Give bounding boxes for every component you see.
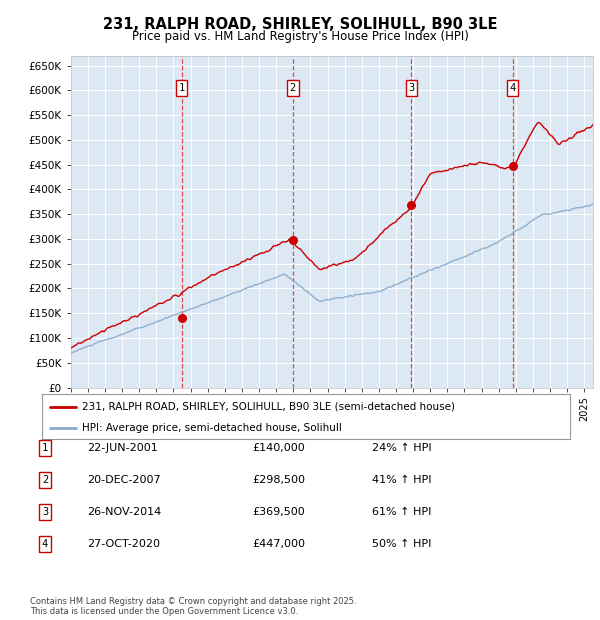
Text: HPI: Average price, semi-detached house, Solihull: HPI: Average price, semi-detached house,…	[82, 423, 341, 433]
Text: £140,000: £140,000	[252, 443, 305, 453]
Text: 2: 2	[42, 475, 48, 485]
Text: £447,000: £447,000	[252, 539, 305, 549]
Text: £369,500: £369,500	[252, 507, 305, 517]
Text: 231, RALPH ROAD, SHIRLEY, SOLIHULL, B90 3LE (semi-detached house): 231, RALPH ROAD, SHIRLEY, SOLIHULL, B90 …	[82, 402, 455, 412]
Text: 61% ↑ HPI: 61% ↑ HPI	[372, 507, 431, 517]
Text: 41% ↑ HPI: 41% ↑ HPI	[372, 475, 431, 485]
Text: 2: 2	[290, 83, 296, 93]
Text: 1: 1	[178, 83, 185, 93]
Text: Contains HM Land Registry data © Crown copyright and database right 2025.: Contains HM Land Registry data © Crown c…	[30, 597, 356, 606]
Text: £298,500: £298,500	[252, 475, 305, 485]
Text: 20-DEC-2007: 20-DEC-2007	[87, 475, 161, 485]
Text: 50% ↑ HPI: 50% ↑ HPI	[372, 539, 431, 549]
Text: 27-OCT-2020: 27-OCT-2020	[87, 539, 160, 549]
Text: 231, RALPH ROAD, SHIRLEY, SOLIHULL, B90 3LE: 231, RALPH ROAD, SHIRLEY, SOLIHULL, B90 …	[103, 17, 497, 32]
Text: 1: 1	[42, 443, 48, 453]
Text: 22-JUN-2001: 22-JUN-2001	[87, 443, 158, 453]
Text: 24% ↑ HPI: 24% ↑ HPI	[372, 443, 431, 453]
Text: 4: 4	[42, 539, 48, 549]
Text: 4: 4	[509, 83, 516, 93]
Text: This data is licensed under the Open Government Licence v3.0.: This data is licensed under the Open Gov…	[30, 607, 298, 616]
Text: Price paid vs. HM Land Registry's House Price Index (HPI): Price paid vs. HM Land Registry's House …	[131, 30, 469, 43]
Text: 26-NOV-2014: 26-NOV-2014	[87, 507, 161, 517]
Text: 3: 3	[408, 83, 415, 93]
Text: 3: 3	[42, 507, 48, 517]
